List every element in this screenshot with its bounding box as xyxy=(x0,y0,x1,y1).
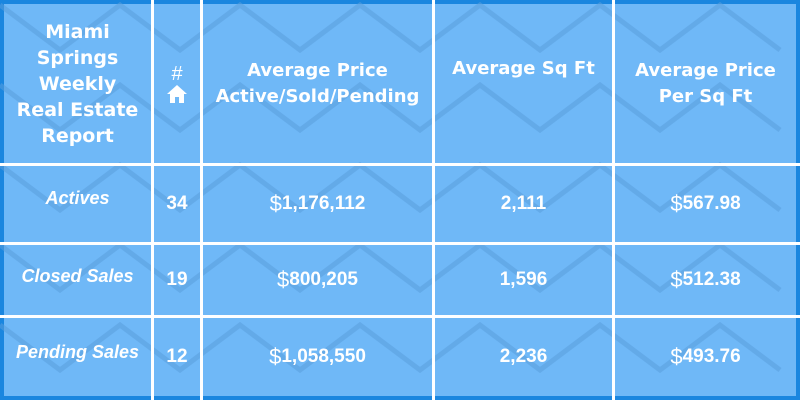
currency-symbol: $ xyxy=(670,267,683,292)
avg-price: 1,058,550 xyxy=(281,346,366,367)
divider xyxy=(0,242,800,245)
divider xyxy=(612,0,615,400)
listing-count-cell: 19 xyxy=(154,245,200,315)
row-label: Closed Sales xyxy=(21,265,134,286)
avg-sqft-cell: 2,111 xyxy=(435,166,612,242)
header-line: Average Price xyxy=(635,59,776,81)
title-line: Miami xyxy=(45,20,110,43)
zigzag-line xyxy=(0,321,782,374)
row-label: Actives xyxy=(45,187,110,208)
listing-count-cell: 12 xyxy=(154,318,200,396)
listing-count: 12 xyxy=(166,346,188,367)
currency-symbol: $ xyxy=(277,267,290,292)
currency-symbol: $ xyxy=(670,191,683,216)
avg-price: 800,205 xyxy=(289,269,358,290)
row-label-cell: Closed Sales xyxy=(4,245,151,315)
avg-price-per-sqft: 512.38 xyxy=(682,269,741,290)
avg-sqft-cell: 1,596 xyxy=(435,245,612,315)
title-line: Report xyxy=(41,124,114,147)
avg-price-header: Average Price Active/Sold/Pending xyxy=(203,4,432,163)
avg-sqft: 2,236 xyxy=(499,346,548,367)
avg-price-cell: $800,205 xyxy=(203,245,432,315)
listing-count: 19 xyxy=(166,269,188,290)
header-line: Per Sq Ft xyxy=(658,85,753,107)
title-line: Real Estate xyxy=(16,98,139,121)
avg-price: 1,176,112 xyxy=(281,193,366,214)
header-line: Average Price xyxy=(247,59,388,81)
avg-price-per-sqft-cell: $493.76 xyxy=(615,318,796,396)
divider xyxy=(0,315,800,318)
avg-price-cell: $1,058,550 xyxy=(203,318,432,396)
currency-symbol: $ xyxy=(670,344,683,369)
zigzag-line xyxy=(0,241,782,294)
title-line: Weekly xyxy=(38,72,117,95)
hash-symbol: # xyxy=(171,62,183,85)
listing-count-cell: 34 xyxy=(154,166,200,242)
title-line: Springs xyxy=(36,46,119,69)
count-header: # xyxy=(154,4,200,163)
row-label-cell: Pending Sales xyxy=(4,318,151,396)
divider xyxy=(0,163,800,166)
row-label-cell: Actives xyxy=(4,166,151,242)
zigzag-line xyxy=(0,81,782,134)
divider xyxy=(432,0,435,400)
zigzag-line xyxy=(0,161,782,214)
header-line: Active/Sold/Pending xyxy=(215,85,420,107)
avg-sqft: 1,596 xyxy=(499,269,548,290)
avg-price-per-sqft: 493.76 xyxy=(682,346,741,367)
divider xyxy=(200,0,203,400)
zigzag-line xyxy=(0,1,782,54)
avg-sqft: 2,111 xyxy=(500,193,547,214)
currency-symbol: $ xyxy=(269,344,282,369)
home-icon xyxy=(167,84,187,103)
avg-sqft-header: Average Sq Ft xyxy=(452,57,595,79)
avg-price-per-sqft-cell: $567.98 xyxy=(615,166,796,242)
avg-price-cell: $1,176,112 xyxy=(203,166,432,242)
divider xyxy=(151,0,154,400)
report-title: Miami Springs Weekly Real Estate Report xyxy=(4,4,151,163)
avg-price-per-sqft: 567.98 xyxy=(682,193,741,214)
currency-symbol: $ xyxy=(269,191,282,216)
row-label: Pending Sales xyxy=(15,341,140,362)
avg-sqft-cell: 2,236 xyxy=(435,318,612,396)
listing-count: 34 xyxy=(166,193,188,214)
avg-price-per-sqft-cell: $512.38 xyxy=(615,245,796,315)
avg-ppsf-header: Average Price Per Sq Ft xyxy=(615,4,796,163)
